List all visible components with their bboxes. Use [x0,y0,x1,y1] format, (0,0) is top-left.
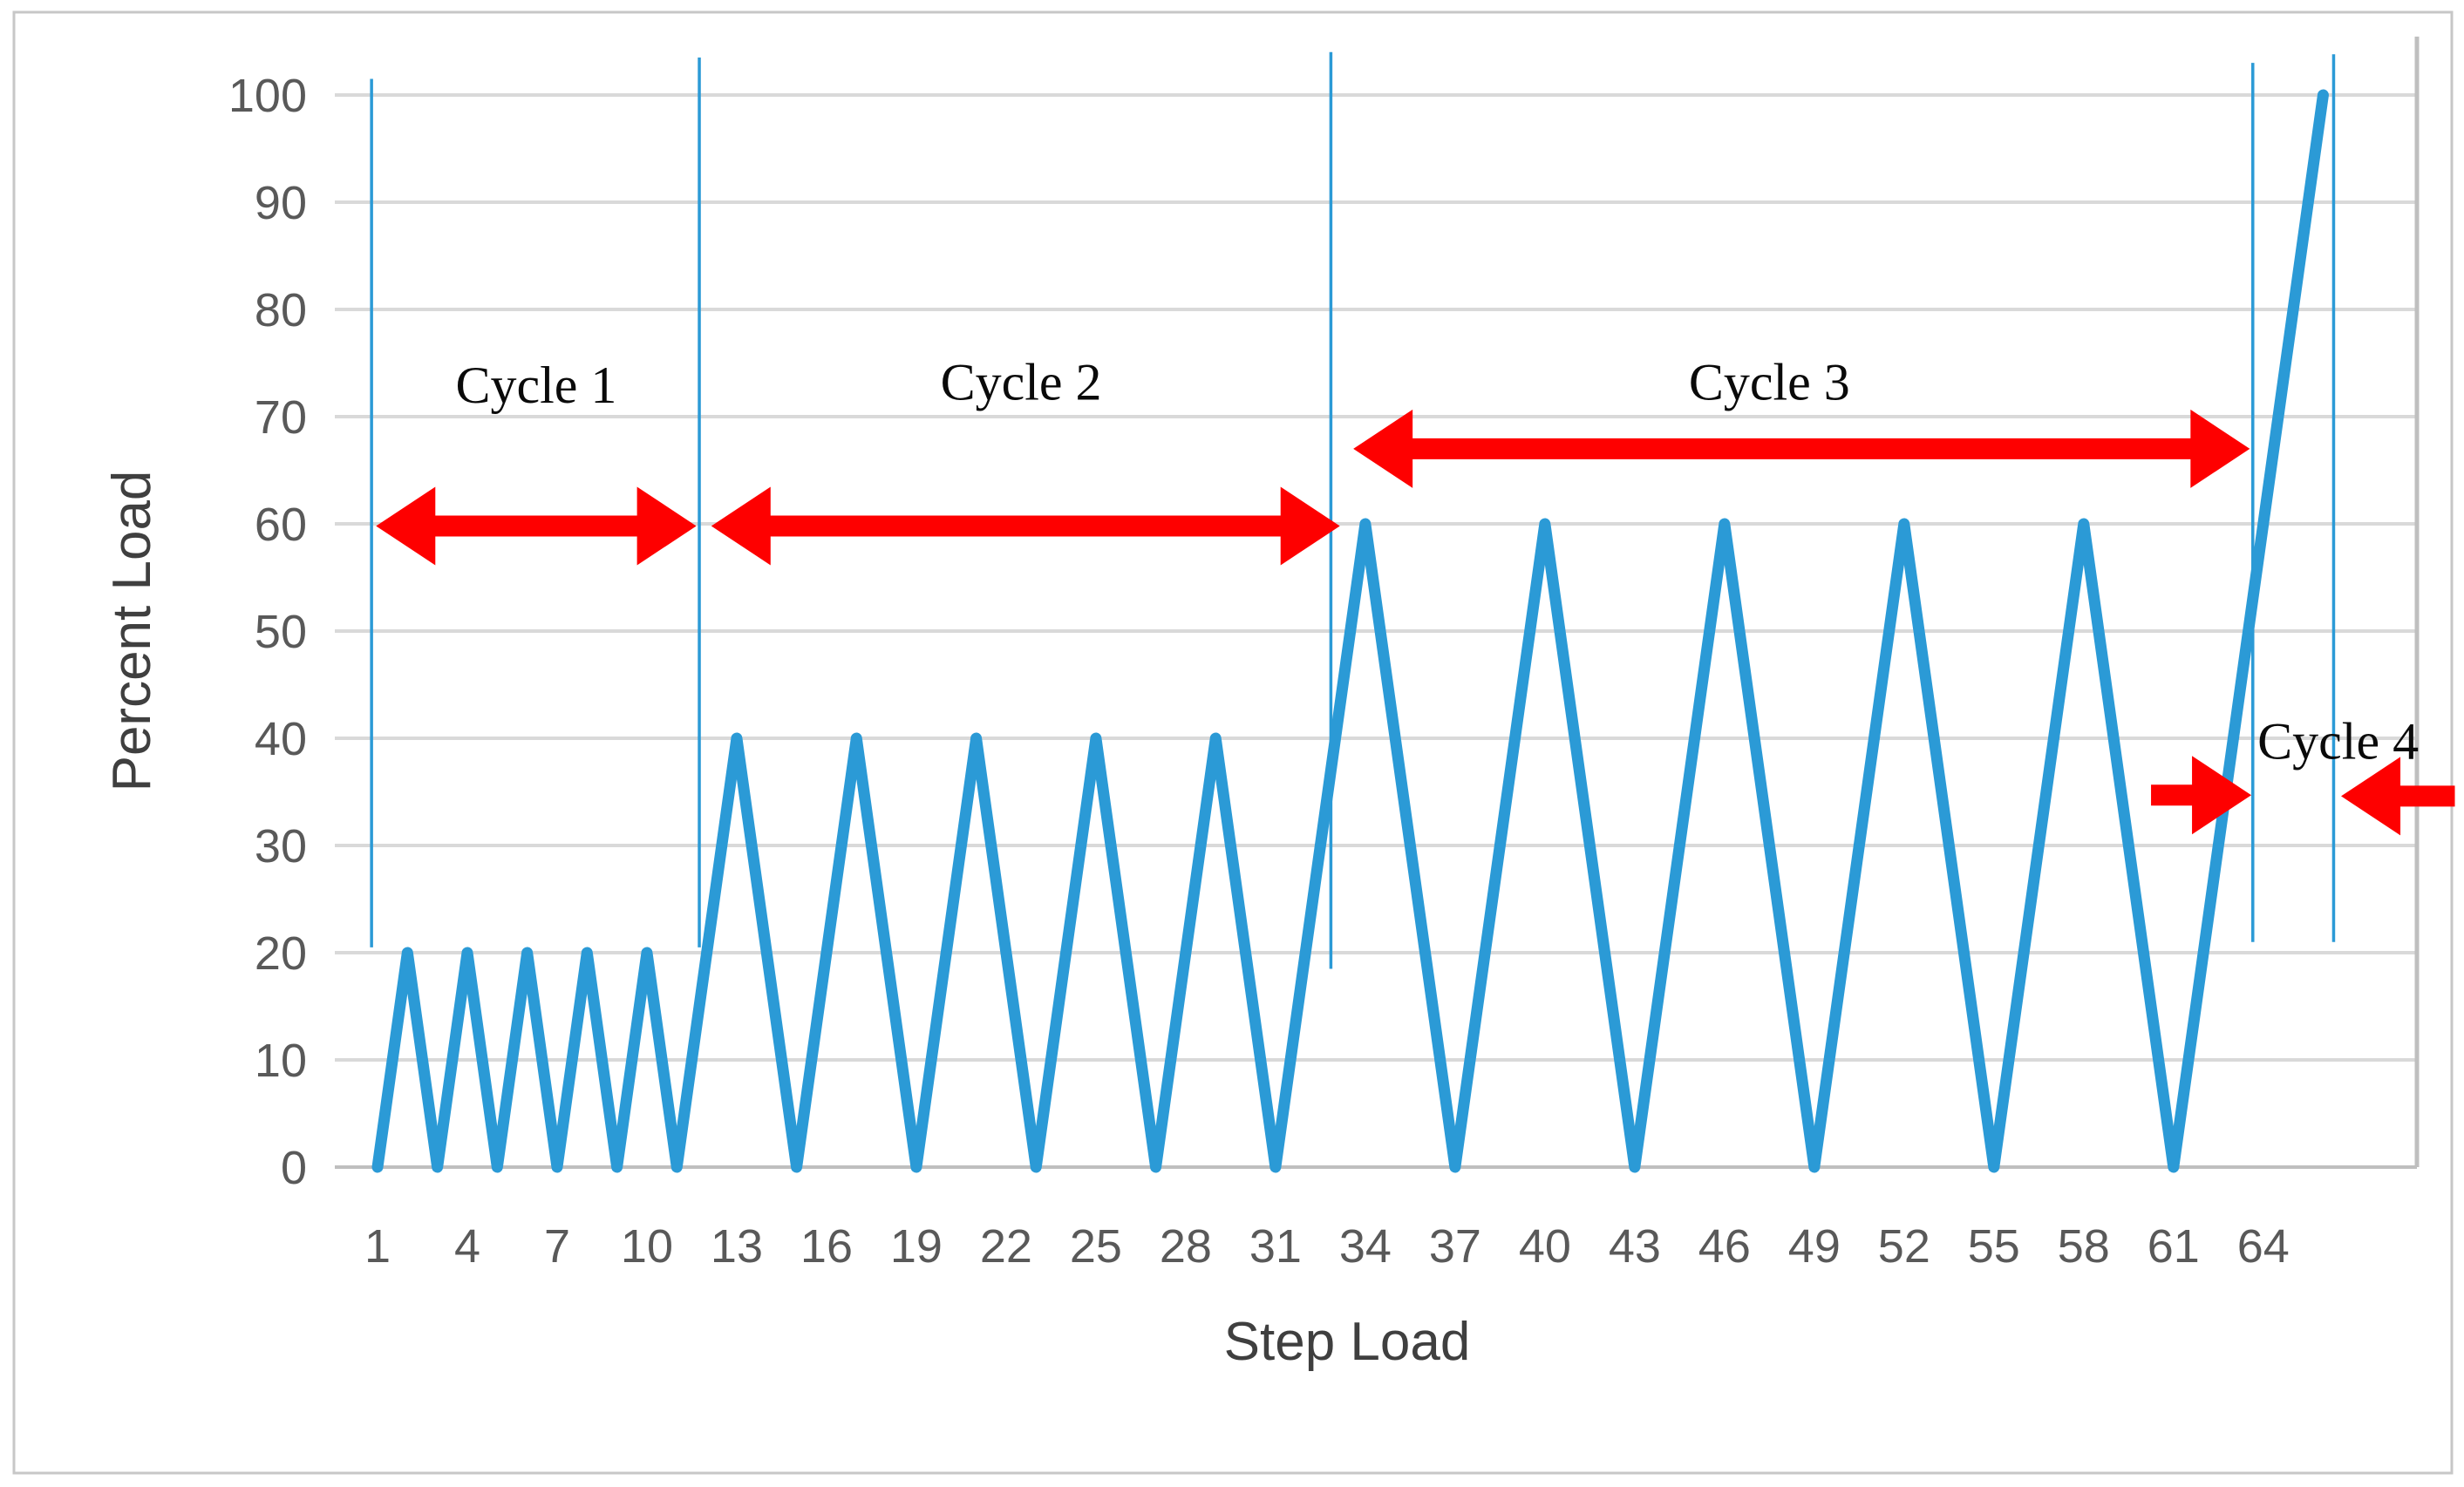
x-tick-label: 58 [2058,1220,2110,1273]
x-tick-label: 16 [800,1220,853,1273]
y-axis-title: Percent Load [102,471,162,792]
x-tick-label: 13 [711,1220,763,1273]
cycle-separators-group [370,51,2336,969]
cycle-1-extent-arrow [376,486,697,566]
x-tick-label: 28 [1160,1220,1212,1273]
cycle-label-3: Cycle 3 [1689,353,1850,411]
cycle-label-1: Cycle 1 [455,356,616,414]
y-tick-label: 50 [255,606,307,658]
x-tick-label: 49 [1788,1220,1841,1273]
x-tick-label: 52 [1878,1220,1930,1273]
x-tick-label: 40 [1519,1220,1571,1273]
gridlines-group [335,93,2417,1169]
y-tick-label: 70 [255,391,307,444]
x-tick-label: 34 [1339,1220,1392,1273]
cycle-labels-group: Cycle 1 Cycle 2 Cycle 3 Cycle 4 [455,353,2419,770]
x-tick-label: 19 [890,1220,943,1273]
series-line-percent-load-profile [371,89,2329,1173]
x-tick-label: 61 [2147,1220,2200,1273]
x-tick-label: 55 [1968,1220,2020,1273]
x-axis-title: Step Load [1224,1312,1471,1372]
cycle-arrows-group [376,409,2455,836]
series-group [371,89,2329,1173]
y-tick-label: 90 [255,177,307,229]
y-tick-label: 30 [255,820,307,873]
x-tick-label: 37 [1429,1220,1481,1273]
tick-labels-group: 0 10 20 30 40 50 60 70 80 90 100 1 4 7 10 13 16 19 22 25 28 3… [228,70,2290,1273]
x-tick-label: 46 [1698,1220,1751,1273]
y-tick-label: 10 [255,1035,307,1087]
y-tick-label: 20 [255,927,307,980]
cycle-label-4: Cycle 4 [2257,712,2419,770]
y-tick-label: 80 [255,284,307,336]
x-tick-label: 43 [1609,1220,1661,1273]
y-tick-label: 100 [228,70,307,122]
x-tick-label: 64 [2237,1220,2290,1273]
cycle-label-2: Cycle 2 [941,353,1102,411]
cycle-2-extent-arrow [711,486,1340,566]
x-tick-label: 10 [621,1220,673,1273]
y-tick-label: 40 [255,713,307,765]
cycle-4-left-arrow [2151,756,2252,835]
x-tick-label: 1 [364,1220,391,1273]
cycle-4-right-arrow [2341,757,2455,836]
y-tick-label: 60 [255,499,307,551]
x-tick-label: 22 [980,1220,1032,1273]
x-tick-label: 31 [1249,1220,1302,1273]
x-tick-label: 7 [544,1220,570,1273]
x-tick-label: 4 [454,1220,480,1273]
outer-frame [12,10,2454,1475]
x-tick-label: 25 [1070,1220,1122,1273]
y-tick-label: 0 [281,1142,307,1194]
cycle-3-extent-arrow [1353,409,2250,488]
